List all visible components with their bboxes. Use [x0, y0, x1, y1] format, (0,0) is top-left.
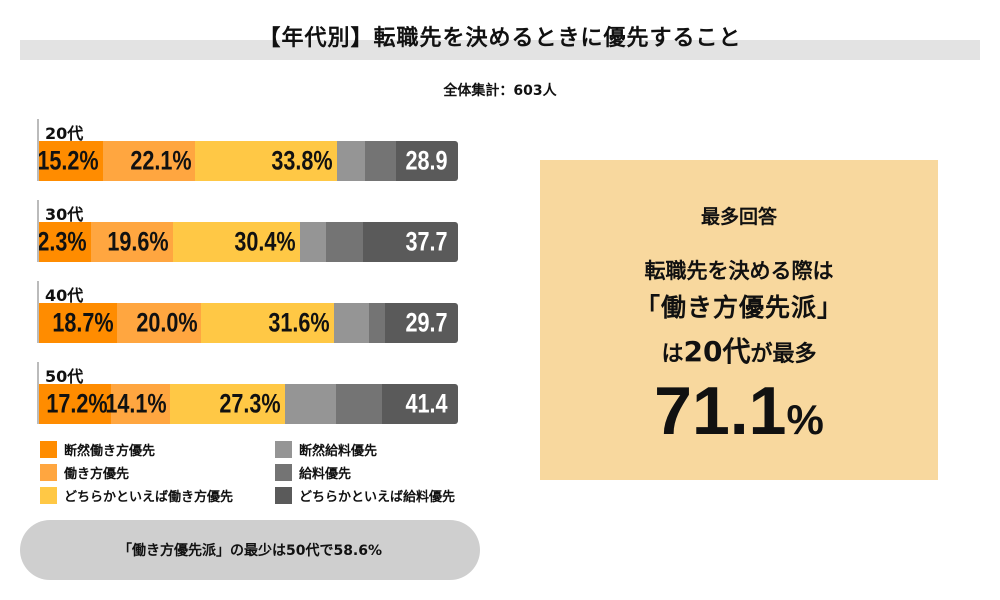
legend-item: 給料優先: [275, 463, 351, 482]
data-label: 37.7: [405, 226, 448, 257]
stacked-bar: 18.7% 20.0% 31.6% 29.7: [39, 303, 458, 343]
data-label: 31.6%: [268, 307, 330, 338]
bar-segment: 15.2%: [39, 141, 103, 181]
data-label: 27.3%: [219, 388, 281, 419]
legend-label: どちらかといえば給料優先: [299, 490, 456, 505]
bar-segment: [300, 222, 326, 262]
bar-segment: [325, 222, 363, 262]
data-label: 22.1%: [130, 145, 192, 176]
summary-note: 「働き方優先派」の最少は50代で58.6%: [20, 520, 480, 580]
axis-rule: [37, 119, 39, 181]
legend-swatch: [275, 441, 292, 458]
stacked-bar: 17.2% 14.1% 27.3% 41.4: [39, 384, 458, 424]
title-band: [20, 40, 980, 60]
legend-item: 断然働き方優先: [40, 440, 155, 459]
data-label: 19.6%: [107, 226, 169, 257]
bar-segment: 31.6%: [201, 303, 334, 343]
bar-segment: 18.7%: [39, 303, 118, 343]
highlight-line3a: は: [661, 342, 684, 367]
data-label: 28.9: [405, 145, 448, 176]
bar-segment: [284, 384, 336, 424]
data-label: 18.7%: [52, 307, 114, 338]
highlight-unit: %: [786, 396, 824, 443]
stacked-bar: 15.2% 22.1% 33.8% 28.9: [39, 141, 458, 181]
highlight-value: 71.1%: [540, 372, 938, 450]
data-label: 29.7: [405, 307, 448, 338]
bar-segment: [364, 141, 397, 181]
data-label: 12.3%: [39, 226, 87, 257]
data-label: 17.2%: [45, 388, 108, 419]
bar-segment: 22.1%: [102, 141, 196, 181]
data-label: 41.4: [405, 388, 448, 419]
highlight-line3c: が最多: [750, 342, 817, 367]
data-label: 14.1%: [104, 388, 167, 419]
axis-rule: [37, 362, 39, 424]
legend-item: どちらかといえば働き方優先: [40, 486, 233, 505]
bar-segment: [333, 303, 369, 343]
bar-segment: 37.7: [362, 222, 458, 262]
legend-swatch: [40, 464, 57, 481]
category-label: 30代: [45, 205, 84, 224]
category-label: 50代: [45, 367, 84, 386]
legend-item: 断然給料優先: [275, 440, 377, 459]
bar-segment: 17.2%: [39, 384, 112, 424]
legend-swatch: [275, 464, 292, 481]
highlight-number: 71.1: [654, 373, 787, 449]
chart-title: 【年代別】転職先を決めるときに優先すること: [258, 26, 742, 51]
bar-segment: 28.9: [396, 141, 458, 181]
category-label: 40代: [45, 286, 84, 305]
highlight-line3: は20代が最多: [540, 330, 938, 370]
legend-label: どちらかといえば働き方優先: [64, 490, 234, 505]
bar-segment: [335, 384, 383, 424]
legend-label: 働き方優先: [64, 467, 130, 482]
legend-label: 断然給料優先: [299, 444, 378, 459]
chart-subtitle: 全体集計：603人: [443, 83, 557, 99]
bar-segment: 19.6%: [90, 222, 173, 262]
bar-segment: 30.4%: [172, 222, 301, 262]
data-label: 20.0%: [135, 307, 198, 338]
data-label: 33.8%: [271, 145, 333, 176]
legend-item: どちらかといえば給料優先: [275, 486, 455, 505]
category-label: 20代: [45, 124, 84, 143]
bar-segment: 27.3%: [170, 384, 285, 424]
highlight-line1: 転職先を決める際は: [644, 259, 834, 283]
legend-swatch: [40, 487, 57, 504]
highlight-line2: 「働き方優先派」: [634, 293, 843, 322]
highlight-box: 最多回答 転職先を決める際は 「働き方優先派」 は20代が最多 71.1%: [540, 160, 938, 480]
data-label: 15.2%: [39, 145, 99, 176]
legend-label: 断然働き方優先: [64, 444, 156, 459]
legend-label: 給料優先: [299, 467, 352, 482]
bar-segment: 20.0%: [117, 303, 202, 343]
legend-swatch: [40, 441, 57, 458]
axis-rule: [37, 200, 39, 262]
highlight-heading: 最多回答: [700, 206, 777, 228]
bar-segment: 41.4: [382, 384, 458, 424]
bar-segment: 12.3%: [39, 222, 91, 262]
legend-item: 働き方優先: [40, 463, 129, 482]
axis-rule: [37, 281, 39, 343]
bar-segment: 33.8%: [195, 141, 337, 181]
data-label: 30.4%: [234, 226, 297, 257]
bar-segment: 14.1%: [105, 384, 171, 424]
highlight-line3b: 20代: [683, 335, 751, 368]
bar-segment: [368, 303, 385, 343]
stacked-bar: 12.3% 19.6% 30.4% 37.7: [39, 222, 458, 262]
legend-swatch: [275, 487, 292, 504]
bar-segment: 29.7: [384, 303, 458, 343]
bar-segment: [336, 141, 365, 181]
